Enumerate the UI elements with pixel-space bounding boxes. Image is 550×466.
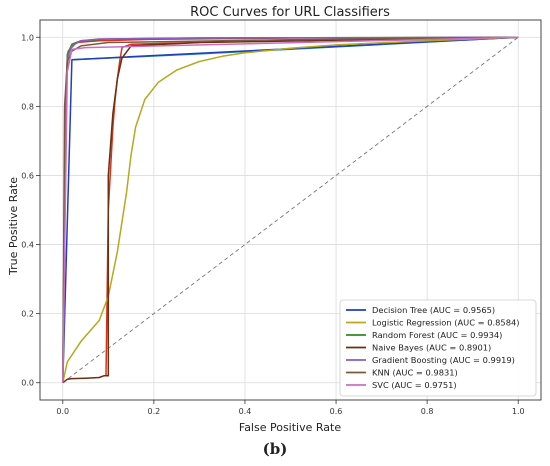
roc-curve-extra bbox=[105, 41, 200, 376]
x-tick-label: 0.6 bbox=[330, 407, 343, 416]
chart-title: ROC Curves for URL Classifiers bbox=[190, 5, 390, 20]
x-axis-label: False Positive Rate bbox=[239, 421, 341, 434]
roc-curve bbox=[62, 36, 519, 383]
legend-label: Naive Bayes (AUC = 0.8901) bbox=[372, 343, 491, 353]
x-tick-label: 0.2 bbox=[147, 407, 160, 416]
plot-area bbox=[62, 36, 519, 384]
y-tick-label: 0.8 bbox=[21, 102, 34, 111]
legend-label: Gradient Boosting (AUC = 0.9919) bbox=[372, 355, 515, 365]
roc-curve bbox=[62, 36, 519, 383]
legend-label: Logistic Regression (AUC = 0.8584) bbox=[372, 318, 520, 328]
x-tick-label: 0.4 bbox=[239, 407, 252, 416]
axes: 0.0 0.2 0.4 0.6 0.8 1.0 0.0 0.2 0.4 0.6 0.8 1.0 bbox=[21, 19, 542, 416]
legend-label: Random Forest (AUC = 0.9934) bbox=[372, 330, 502, 340]
y-tick-label: 0.4 bbox=[21, 241, 34, 250]
y-tick-label: 0.2 bbox=[21, 310, 34, 319]
plot-frame bbox=[39, 19, 542, 401]
legend-box bbox=[339, 299, 537, 397]
figure-caption: (b) bbox=[262, 440, 288, 458]
x-tick-label: 1.0 bbox=[512, 407, 525, 416]
chance-diagonal-line bbox=[62, 36, 519, 384]
roc-curve bbox=[62, 36, 519, 383]
legend-label: KNN (AUC = 0.9831) bbox=[372, 368, 458, 378]
legend: Decision Tree (AUC = 0.9565) Logistic Reg… bbox=[339, 299, 537, 397]
x-tick-label: 0.8 bbox=[421, 407, 434, 416]
roc-curve bbox=[62, 36, 519, 383]
y-tick-label: 0.6 bbox=[21, 171, 34, 180]
roc-chart: ROC Curves for URL Classifiers 0.0 0.2 0.4… bbox=[7, 5, 542, 434]
y-tick-label: 0.0 bbox=[21, 379, 34, 388]
legend-label: SVC (AUC = 0.9751) bbox=[372, 380, 457, 390]
x-tick-label: 0.0 bbox=[56, 407, 69, 416]
roc-curve bbox=[62, 36, 519, 384]
grid-lines bbox=[40, 20, 541, 400]
y-axis-label: True Positive Rate bbox=[7, 177, 20, 276]
legend-label: Decision Tree (AUC = 0.9565) bbox=[372, 305, 495, 315]
y-tick-label: 1.0 bbox=[21, 33, 34, 42]
